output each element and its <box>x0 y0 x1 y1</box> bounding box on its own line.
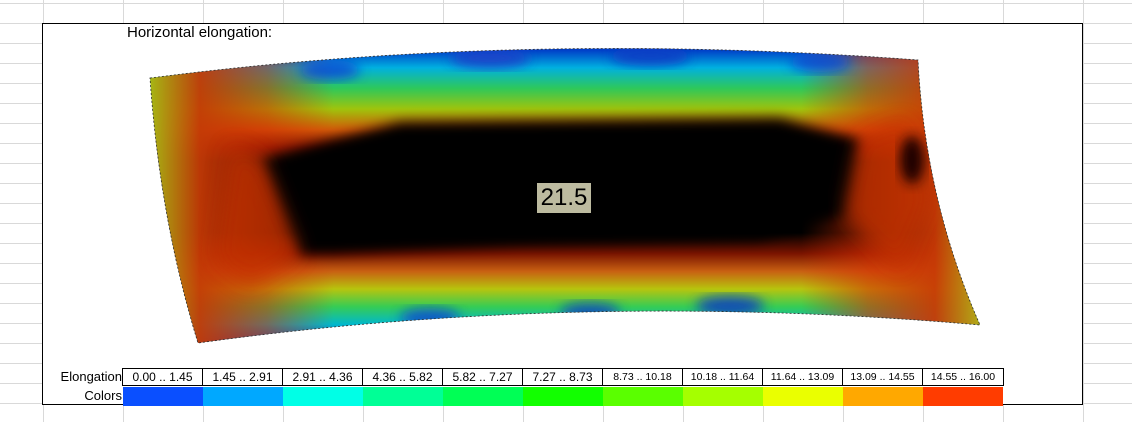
legend-range: 11.64 .. 13.09 <box>763 369 843 385</box>
legend-swatch <box>523 387 603 406</box>
legend-range: 2.91 .. 4.36 <box>283 369 363 385</box>
legend-range: 0.00 .. 1.45 <box>123 369 203 385</box>
legend-color-row <box>123 387 1003 406</box>
legend-swatch <box>283 387 363 406</box>
legend-range: 10.18 .. 11.64 <box>683 369 763 385</box>
center-value-label: 21.5 <box>537 183 591 213</box>
legend-swatch <box>363 387 443 406</box>
legend-range: 14.55 .. 16.00 <box>930 371 996 383</box>
legend-swatch <box>843 387 923 406</box>
legend-swatch <box>763 387 843 406</box>
legend-swatch <box>203 387 283 406</box>
legend-range: 13.09 .. 14.55 <box>843 369 923 385</box>
elongation-label: Elongation <box>60 369 122 384</box>
legend-range: 1.45 .. 2.91 <box>203 369 283 385</box>
legend-range: 5.82 .. 7.27 <box>443 369 523 385</box>
legend-swatch <box>683 387 763 406</box>
legend-range: 8.73 .. 10.18 <box>603 369 683 385</box>
legend-swatch <box>603 387 683 406</box>
legend-range: 4.36 .. 5.82 <box>363 369 443 385</box>
colors-label: Colors <box>84 388 122 403</box>
legend-swatch <box>123 387 203 406</box>
legend-range-row: 0.00 .. 1.45 1.45 .. 2.91 2.91 .. 4.36 4… <box>122 368 1004 386</box>
legend-range: 7.27 .. 8.73 <box>523 369 603 385</box>
legend-swatch <box>443 387 523 406</box>
chart-title: Horizontal elongation: <box>127 24 273 41</box>
legend-swatch <box>923 387 1003 406</box>
